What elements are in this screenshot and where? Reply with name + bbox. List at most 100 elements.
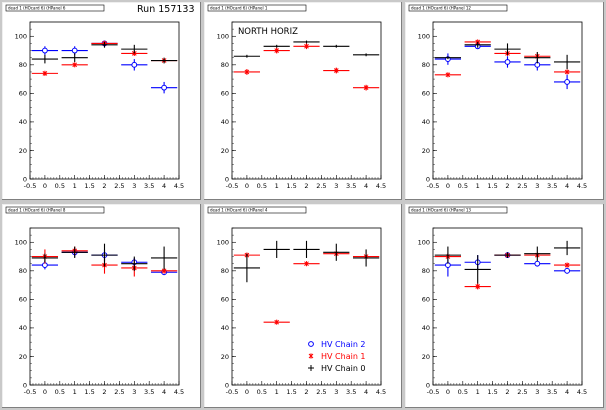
- data-point: [263, 44, 290, 48]
- data-point: [293, 43, 320, 50]
- x-tick-label: 3: [132, 182, 136, 190]
- y-tick-label: 40: [221, 118, 229, 126]
- x-tick-label: 2.5: [517, 388, 527, 396]
- data-point: [31, 70, 59, 76]
- legend-circle-icon: [308, 341, 314, 347]
- data-point: [31, 54, 59, 64]
- y-tick-label: 40: [221, 324, 229, 332]
- y-tick-label: 0: [225, 381, 229, 389]
- y-tick-label: 80: [221, 267, 229, 275]
- x-tick-label: -0.5: [24, 182, 37, 190]
- pad-4[interactable]: dead 1 (HOcard 6) (HPanel 8 -0.5 0 0.5 1 1.5 2…: [2, 204, 201, 408]
- chart-svg: dead 1 (HOcard 6) (HPanel 6-0.5 0 0.5 1 1.5 2…: [5, 4, 184, 190]
- y-tick-label: 0: [426, 175, 430, 183]
- data-point: [233, 69, 261, 75]
- data-point: [31, 46, 59, 55]
- circle-marker: [131, 61, 138, 68]
- pad-5[interactable]: dead 1 (HOcard 6) (HPanel 4 -0.5 0 0.5 1 1.5 2…: [204, 204, 402, 408]
- legend-label: HV Chain 1: [321, 352, 366, 361]
- x-tick-label: 0.5: [257, 182, 267, 190]
- x-tick-label: 4: [364, 388, 368, 396]
- star-marker: [304, 43, 309, 49]
- x-tick-label: 2: [505, 182, 509, 190]
- data-point: [553, 69, 581, 75]
- star-marker: [564, 262, 570, 268]
- x-tick-label: 2: [505, 388, 509, 396]
- data-point: [263, 240, 290, 258]
- x-tick-label: 2.5: [517, 182, 527, 190]
- data-point: [553, 262, 581, 268]
- x-tick-label: 0: [43, 388, 47, 396]
- legend-entry: HV Chain 0: [308, 364, 366, 373]
- x-tick-label: 1.5: [487, 182, 497, 190]
- data-point: [293, 261, 320, 267]
- x-tick-label: 1: [476, 388, 480, 396]
- y-tick-label: 20: [221, 147, 229, 155]
- x-tick-label: 1: [275, 388, 279, 396]
- x-tick-label: 4.5: [376, 182, 386, 190]
- chart-svg: dead 1 (HOcard 6) (HPanel 1-0.5 0 0.5 1 1.5 2…: [207, 4, 386, 190]
- data-point: [524, 246, 551, 261]
- star-marker: [42, 70, 48, 76]
- data-point: [352, 249, 380, 267]
- y-tick-label: 80: [19, 267, 27, 275]
- x-tick-label: 0.5: [55, 388, 65, 396]
- data-point: [323, 44, 350, 48]
- x-tick-label: 4.5: [174, 388, 184, 396]
- x-tick-label: 3.5: [346, 182, 356, 190]
- data-point: [464, 41, 491, 48]
- x-tick-label: 2.5: [114, 388, 124, 396]
- pad-2[interactable]: dead 1 (HOcard 6) (HPanel 1 -0.5 0 0.5 1 1.5 2…: [204, 2, 402, 200]
- legend-star-icon: [308, 353, 314, 359]
- y-tick-label: 0: [23, 381, 27, 389]
- pad-title: dead 1 (HOcard 6) (HPanel 4: [210, 208, 268, 213]
- data-point: [61, 53, 88, 62]
- y-tick-label: 20: [19, 147, 27, 155]
- data-point: [434, 56, 462, 60]
- x-tick-label: 4: [565, 182, 569, 190]
- pad-title: dead 1 (HOcard 6) (HPanel 8: [8, 208, 66, 213]
- x-tick-label: 1: [73, 388, 77, 396]
- legend-entry: HV Chain 2: [308, 340, 366, 349]
- y-tick-label: 20: [221, 353, 229, 361]
- pad-3[interactable]: dead 1 (HOcard 6) (HPanel 12 -0.5 0 0.5 1 1.5…: [405, 2, 604, 200]
- data-point: [553, 54, 581, 70]
- y-tick-label: 40: [19, 324, 27, 332]
- star-marker: [363, 85, 369, 91]
- x-tick-label: 4: [565, 388, 569, 396]
- chart-svg: dead 1 (HOcard 6) (HPanel 12-0.5 0 0.5 1 1.5…: [408, 4, 587, 190]
- x-tick-label: 3: [535, 388, 539, 396]
- pad-1[interactable]: dead 1 (HOcard 6) (HPanel 6 -0.5 0 0.5 1 1.5 2…: [2, 2, 201, 200]
- y-tick-label: 0: [426, 381, 430, 389]
- y-tick-label: 20: [422, 147, 430, 155]
- x-tick-label: 4.5: [577, 182, 587, 190]
- data-point: [233, 253, 261, 283]
- data-point: [121, 256, 148, 271]
- data-point: [524, 260, 551, 267]
- pad-title-box: [5, 4, 105, 12]
- pad-title-box: [408, 4, 508, 12]
- circle-marker: [564, 79, 571, 85]
- pad-title: dead 1 (HOcard 6) (HPanel 12: [411, 6, 471, 11]
- y-tick-label: 100: [15, 239, 27, 247]
- x-tick-label: 1.5: [286, 388, 296, 396]
- y-tick-label: 80: [422, 267, 430, 275]
- y-tick-label: 100: [217, 239, 229, 247]
- x-tick-label: 3: [334, 182, 338, 190]
- x-tick-label: 0: [245, 182, 249, 190]
- data-point: [293, 240, 320, 258]
- data-point: [121, 59, 148, 71]
- legend-entry: HV Chain 1: [308, 352, 366, 361]
- circle-marker: [504, 59, 511, 65]
- y-tick-label: 100: [217, 33, 229, 41]
- data-point: [293, 40, 320, 44]
- data-point: [263, 47, 290, 54]
- circle-marker: [42, 47, 48, 54]
- pad-6[interactable]: dead 1 (HOcard 6) (HPanel 13 -0.5 0 0.5 1 1.5…: [405, 204, 604, 408]
- star-marker: [475, 283, 481, 290]
- y-tick-label: 80: [221, 61, 229, 69]
- x-tick-label: 1.5: [84, 388, 94, 396]
- y-tick-label: 20: [19, 353, 27, 361]
- x-tick-label: 4: [162, 388, 166, 396]
